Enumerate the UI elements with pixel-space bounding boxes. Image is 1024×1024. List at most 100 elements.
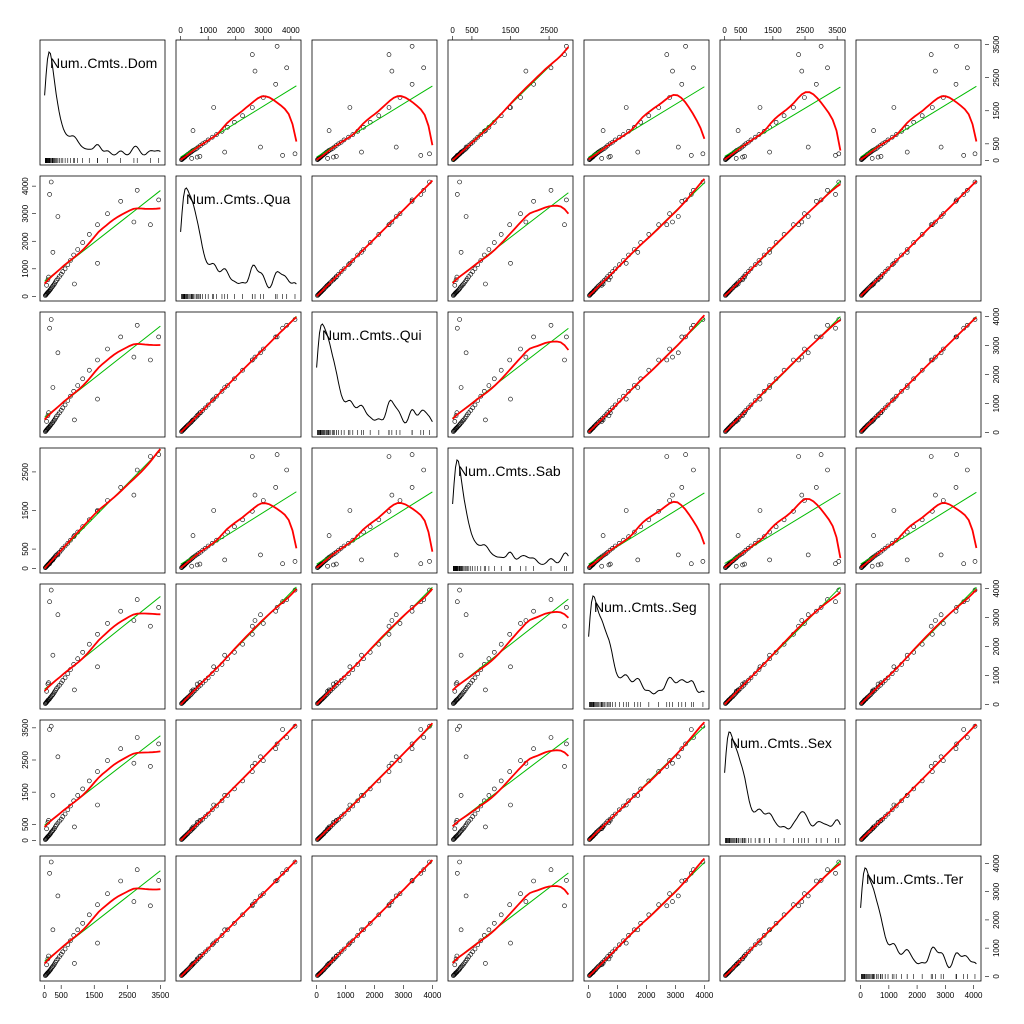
data-point (799, 492, 805, 498)
data-point (397, 621, 403, 626)
data-point (880, 408, 885, 413)
data-point (635, 250, 641, 255)
data-point (813, 485, 819, 490)
data-point (726, 697, 732, 703)
data-point (252, 618, 258, 623)
lowess-curve (180, 502, 298, 569)
data-point (252, 68, 258, 74)
data-point (367, 920, 373, 926)
data-point (869, 563, 875, 569)
tick-label: 2000 (21, 232, 30, 250)
data-point (818, 43, 824, 49)
data-point (338, 139, 344, 145)
data-point (284, 867, 290, 873)
data-point (47, 325, 52, 331)
lowess-curve (43, 612, 161, 692)
data-point (675, 754, 681, 760)
data-point (280, 153, 285, 158)
data-point (470, 139, 476, 145)
panel-0-1 (175, 39, 302, 166)
data-point (336, 271, 341, 277)
data-point (44, 419, 49, 424)
data-point (531, 878, 536, 884)
data-point (48, 967, 53, 972)
data-point (727, 561, 733, 566)
data-point (600, 128, 606, 133)
lowess-curve (723, 591, 841, 706)
data-point (742, 410, 747, 416)
panel-frame (39, 175, 166, 302)
density-curve (724, 731, 841, 830)
data-point (481, 129, 487, 134)
data-point (825, 467, 830, 473)
data-point (818, 334, 824, 340)
data-point (463, 214, 469, 219)
data-point (75, 656, 80, 662)
data-point (911, 376, 917, 382)
data-point (460, 690, 466, 696)
data-point (564, 741, 569, 747)
data-point (458, 793, 464, 798)
data-point (688, 192, 694, 197)
data-point (683, 878, 688, 883)
panel-frame (583, 311, 710, 438)
data-point (219, 388, 225, 394)
data-point (562, 623, 567, 629)
tick-label: 500 (21, 542, 30, 556)
data-point (735, 128, 741, 133)
panel-frame (719, 175, 846, 302)
data-point (409, 485, 415, 490)
data-point (548, 597, 554, 602)
tick-label: 4000 (21, 177, 30, 195)
data-point (470, 269, 476, 274)
data-point (742, 953, 747, 959)
data-point (893, 258, 899, 263)
tick-label: 1000 (992, 394, 1001, 412)
lowess-curve (315, 588, 434, 706)
tick-label: 500 (54, 991, 68, 1000)
panel-frame (175, 855, 302, 982)
data-point (463, 146, 469, 151)
data-point (148, 222, 153, 227)
data-point (409, 746, 415, 752)
tick-label: 2500 (21, 751, 30, 769)
data-point (761, 388, 767, 394)
panel-frame (855, 719, 982, 846)
panel-3-1 (175, 447, 302, 574)
data-point (118, 608, 123, 614)
data-point (361, 927, 366, 933)
data-point (475, 134, 481, 140)
data-point (118, 746, 123, 752)
data-point (667, 211, 672, 216)
data-point (203, 545, 208, 551)
data-point (891, 396, 897, 402)
data-point (53, 553, 58, 559)
data-point (746, 269, 751, 274)
data-point (889, 807, 895, 813)
data-point (961, 561, 967, 567)
data-point (813, 334, 819, 340)
data-point (338, 269, 344, 274)
data-point (105, 758, 110, 763)
data-point (68, 258, 73, 263)
lowess-curve (315, 859, 434, 978)
data-point (397, 891, 403, 897)
data-point (62, 811, 68, 817)
data-point (219, 933, 225, 938)
data-point (409, 199, 415, 204)
data-point (463, 893, 469, 899)
tick-label: 3500 (151, 991, 169, 1000)
data-point (825, 867, 830, 873)
data-point (427, 559, 432, 564)
data-point (376, 113, 382, 118)
data-point (65, 540, 71, 546)
data-point (457, 317, 462, 322)
data-point (240, 367, 245, 373)
data-point (725, 971, 730, 976)
data-point (507, 631, 513, 637)
panel-2-1 (175, 311, 302, 438)
panel-frame (447, 311, 574, 438)
data-point (274, 741, 280, 747)
data-point (421, 65, 427, 71)
data-point (55, 956, 61, 962)
